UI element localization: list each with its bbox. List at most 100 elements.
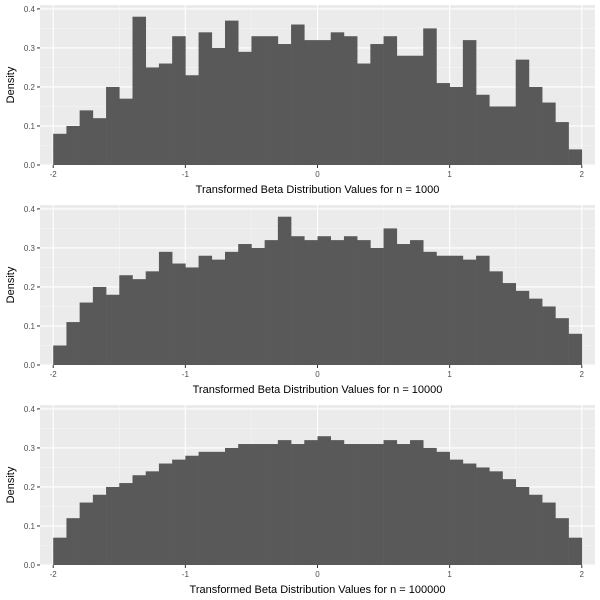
histogram-bar xyxy=(555,518,569,565)
histogram-bar xyxy=(53,537,67,565)
histogram-bar xyxy=(449,459,464,565)
y-tick-label: 0.3 xyxy=(24,244,36,253)
histogram-bar xyxy=(383,36,398,165)
y-tick-label: 0.3 xyxy=(24,44,36,53)
x-tick-label: 2 xyxy=(580,570,585,579)
x-tick-label: 0 xyxy=(315,570,320,579)
y-tick-label: 0.4 xyxy=(24,5,36,14)
histogram-bar xyxy=(383,228,398,365)
histogram-bar xyxy=(304,40,318,166)
histogram-bar xyxy=(291,24,305,166)
histogram-bar xyxy=(185,75,199,165)
histogram-bar xyxy=(225,20,239,165)
x-axis-title: Transformed Beta Distribution Values for… xyxy=(196,184,440,196)
histogram-bar xyxy=(132,279,147,365)
histogram-bar xyxy=(515,59,530,165)
histogram-bar xyxy=(251,36,265,165)
y-tick-label: 0.0 xyxy=(24,161,36,170)
histogram-bar xyxy=(211,47,226,165)
histogram-bar xyxy=(198,451,213,565)
histogram-bar xyxy=(515,290,530,365)
histogram-bar xyxy=(145,471,160,565)
histogram-bar xyxy=(410,55,424,166)
histogram-bar xyxy=(542,306,556,365)
histogram-bar xyxy=(264,444,279,565)
histogram-bar xyxy=(225,251,239,365)
histogram-bar xyxy=(462,463,477,565)
histogram-bar xyxy=(238,244,252,365)
histogram-bar xyxy=(462,259,477,365)
histogram-bar xyxy=(568,149,583,165)
y-axis-title: Density xyxy=(5,466,17,503)
histogram-bar xyxy=(238,444,252,565)
x-tick-label: 1 xyxy=(447,570,452,579)
histogram-bar xyxy=(53,345,67,365)
histogram-bar xyxy=(251,444,265,565)
histogram-bar xyxy=(330,32,345,165)
histogram-bar xyxy=(370,247,384,365)
x-tick-label: -1 xyxy=(182,170,190,179)
histogram-bar xyxy=(476,94,490,165)
histogram-bar xyxy=(330,440,345,565)
histogram-bar xyxy=(502,106,517,165)
histogram-bar xyxy=(106,486,120,565)
histogram-bar xyxy=(528,86,543,165)
histogram-bar xyxy=(357,444,371,565)
histogram-bar xyxy=(304,440,318,565)
x-tick-label: 1 xyxy=(447,370,452,379)
histogram-bar xyxy=(396,55,411,166)
histogram-bar xyxy=(476,255,490,365)
histogram-bar xyxy=(106,294,120,365)
y-tick-label: 0.0 xyxy=(24,561,36,570)
y-tick-label: 0.4 xyxy=(24,405,36,414)
histogram-bar xyxy=(92,494,107,565)
chart-panel-1: -2 -1 0 1 2 0.0 0.1 0.2 0.3 0.4 Transformed Beta D… xyxy=(5,5,595,196)
histogram-bar xyxy=(198,32,213,165)
y-tick-label: 0.4 xyxy=(24,205,36,214)
histogram-bar xyxy=(79,502,94,565)
histogram-bar xyxy=(555,318,569,365)
histogram-bar xyxy=(383,440,398,565)
histogram-bar xyxy=(396,244,411,365)
histogram-bar xyxy=(66,125,80,165)
y-tick-label: 0.2 xyxy=(24,83,36,92)
histogram-bar xyxy=(211,259,226,365)
histogram-bar xyxy=(449,86,464,165)
histogram-bar xyxy=(198,255,213,365)
histogram-bar xyxy=(343,444,358,565)
histogram-bar xyxy=(251,247,265,365)
histogram-bar xyxy=(145,271,160,365)
histogram-bar xyxy=(185,267,199,365)
histogram-bar xyxy=(172,36,186,165)
x-tick-label: 0 xyxy=(315,170,320,179)
histogram-bar xyxy=(304,240,318,365)
histogram-bar xyxy=(119,275,133,365)
histogram-bar xyxy=(568,333,583,365)
histogram-bar xyxy=(528,494,543,565)
histogram-bar xyxy=(423,251,437,365)
x-tick-label: -2 xyxy=(50,170,58,179)
chart-panel-2: -2 -1 0 1 2 0.0 0.1 0.2 0.3 0.4 Transformed Beta D… xyxy=(5,205,595,396)
histogram-bar xyxy=(211,451,226,565)
histogram-bar xyxy=(291,444,305,565)
y-tick-label: 0.2 xyxy=(24,283,36,292)
histogram-bar xyxy=(436,255,450,365)
histogram-bar xyxy=(317,40,332,166)
histogram-bar xyxy=(410,240,424,365)
histogram-bar xyxy=(277,440,292,565)
histogram-bar xyxy=(119,98,133,165)
histogram-bar xyxy=(185,455,199,565)
histogram-bar xyxy=(357,63,371,165)
histogram-bar xyxy=(370,44,384,165)
histogram-bar xyxy=(436,83,450,165)
histogram-bar xyxy=(145,67,160,165)
x-tick-label: -1 xyxy=(182,370,190,379)
y-tick-label: 0.1 xyxy=(24,322,36,331)
histogram-bar xyxy=(172,459,186,565)
histogram-bar xyxy=(370,444,384,565)
histogram-bar xyxy=(53,133,67,165)
histogram-bar xyxy=(357,240,371,365)
histogram-bar xyxy=(79,110,94,165)
histogram-bar xyxy=(489,271,503,365)
